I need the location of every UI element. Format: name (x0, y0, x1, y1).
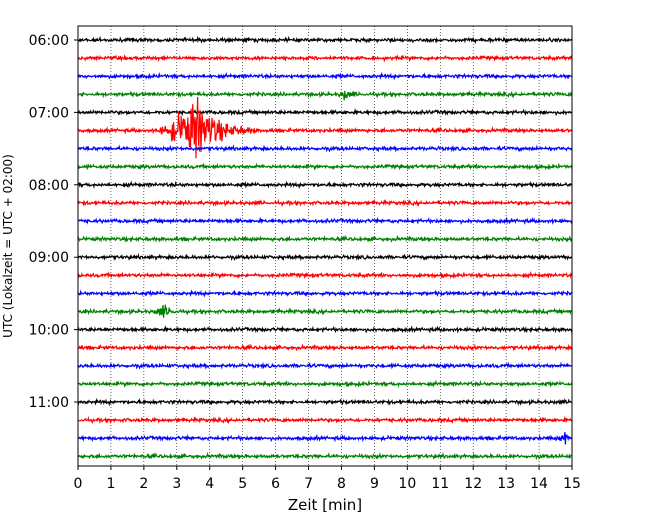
x-tick-label: 5 (238, 476, 247, 492)
x-axis-label: Zeit [min] (288, 496, 362, 514)
trace-1030 (77, 361, 573, 370)
x-tick-label: 3 (172, 476, 181, 492)
trace-0945 (77, 304, 573, 318)
x-tick-label: 13 (497, 476, 515, 492)
trace-1015 (77, 343, 573, 352)
x-axis-ticks: 0 1 2 3 4 5 6 7 8 9 10 11 12 13 14 15 (74, 466, 581, 492)
y-tick-label: 11:00 (29, 395, 69, 411)
y-tick-label: 09:00 (29, 250, 69, 266)
x-tick-label: 6 (271, 476, 280, 492)
plot-frame (77, 25, 573, 467)
trace-0730 (77, 144, 573, 153)
trace-0645 (77, 90, 573, 101)
y-tick-label: 10:00 (29, 323, 69, 339)
x-tick-label: 0 (74, 476, 83, 492)
x-tick-label: 1 (106, 476, 115, 492)
x-tick-label: 12 (464, 476, 482, 492)
x-tick-label: 9 (370, 476, 379, 492)
trace-1130 (77, 432, 573, 445)
trace-1000 (77, 325, 573, 334)
trace-1045 (77, 379, 573, 389)
trace-1115 (77, 415, 573, 425)
grid-lines (110, 26, 540, 466)
x-tick-label: 15 (563, 476, 581, 492)
x-tick-label: 10 (398, 476, 416, 492)
trace-0800 (77, 180, 573, 190)
trace-0615 (77, 54, 573, 63)
y-tick-label: 07:00 (29, 105, 69, 121)
x-tick-label: 8 (337, 476, 346, 492)
trace-0900 (77, 252, 573, 262)
y-axis-ticks: 06:00 07:00 08:00 09:00 10:00 11:00 (29, 33, 78, 411)
trace-0630 (77, 71, 573, 81)
trace-0745 (77, 162, 573, 171)
trace-0815 (77, 198, 573, 208)
trace-0830 (77, 216, 573, 225)
trace-1145 (77, 451, 573, 461)
trace-0700 (77, 107, 573, 117)
trace-0930 (77, 289, 573, 298)
trace-0715 (77, 96, 573, 159)
y-tick-label: 06:00 (29, 33, 69, 49)
trace-series (77, 35, 573, 461)
trace-0915 (77, 270, 573, 280)
trace-1100 (77, 397, 573, 407)
x-tick-label: 4 (205, 476, 214, 492)
x-tick-label: 11 (431, 476, 449, 492)
x-tick-label: 14 (530, 476, 548, 492)
x-tick-label: 2 (139, 476, 148, 492)
y-axis-label: UTC (Lokalzeit = UTC + 02:00) (1, 154, 15, 338)
trace-0845 (77, 234, 573, 243)
trace-0600 (77, 35, 573, 45)
x-tick-label: 7 (304, 476, 313, 492)
y-tick-label: 08:00 (29, 178, 69, 194)
